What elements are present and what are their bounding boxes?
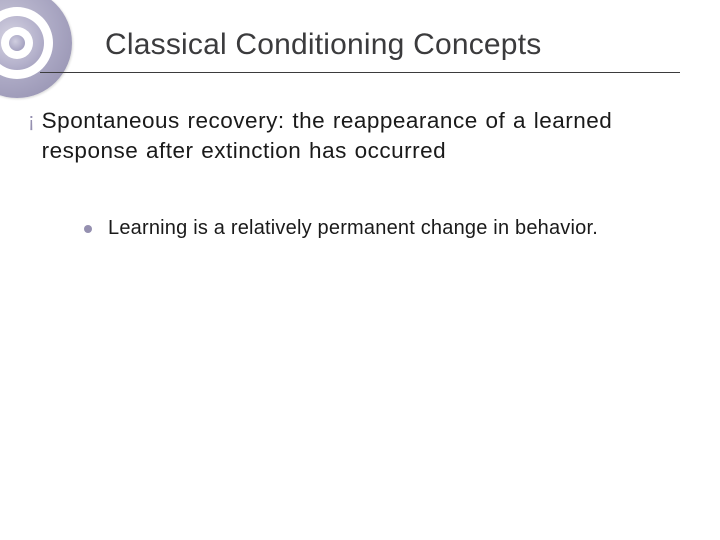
bullet-marker-open-circle: ¡ xyxy=(28,108,35,135)
bullet-text: Learning is a relatively permanent chang… xyxy=(108,215,598,242)
decor-ring-dot xyxy=(9,35,25,51)
title-underline xyxy=(40,72,680,73)
bullet-marker-disc xyxy=(84,225,92,233)
slide-title: Classical Conditioning Concepts xyxy=(105,28,541,62)
bullet-level1: ¡ Spontaneous recovery: the reappearance… xyxy=(28,106,700,167)
bullet-level2: Learning is a relatively permanent chang… xyxy=(84,215,694,242)
bullet-text: Spontaneous recovery: the reappearance o… xyxy=(42,106,700,167)
